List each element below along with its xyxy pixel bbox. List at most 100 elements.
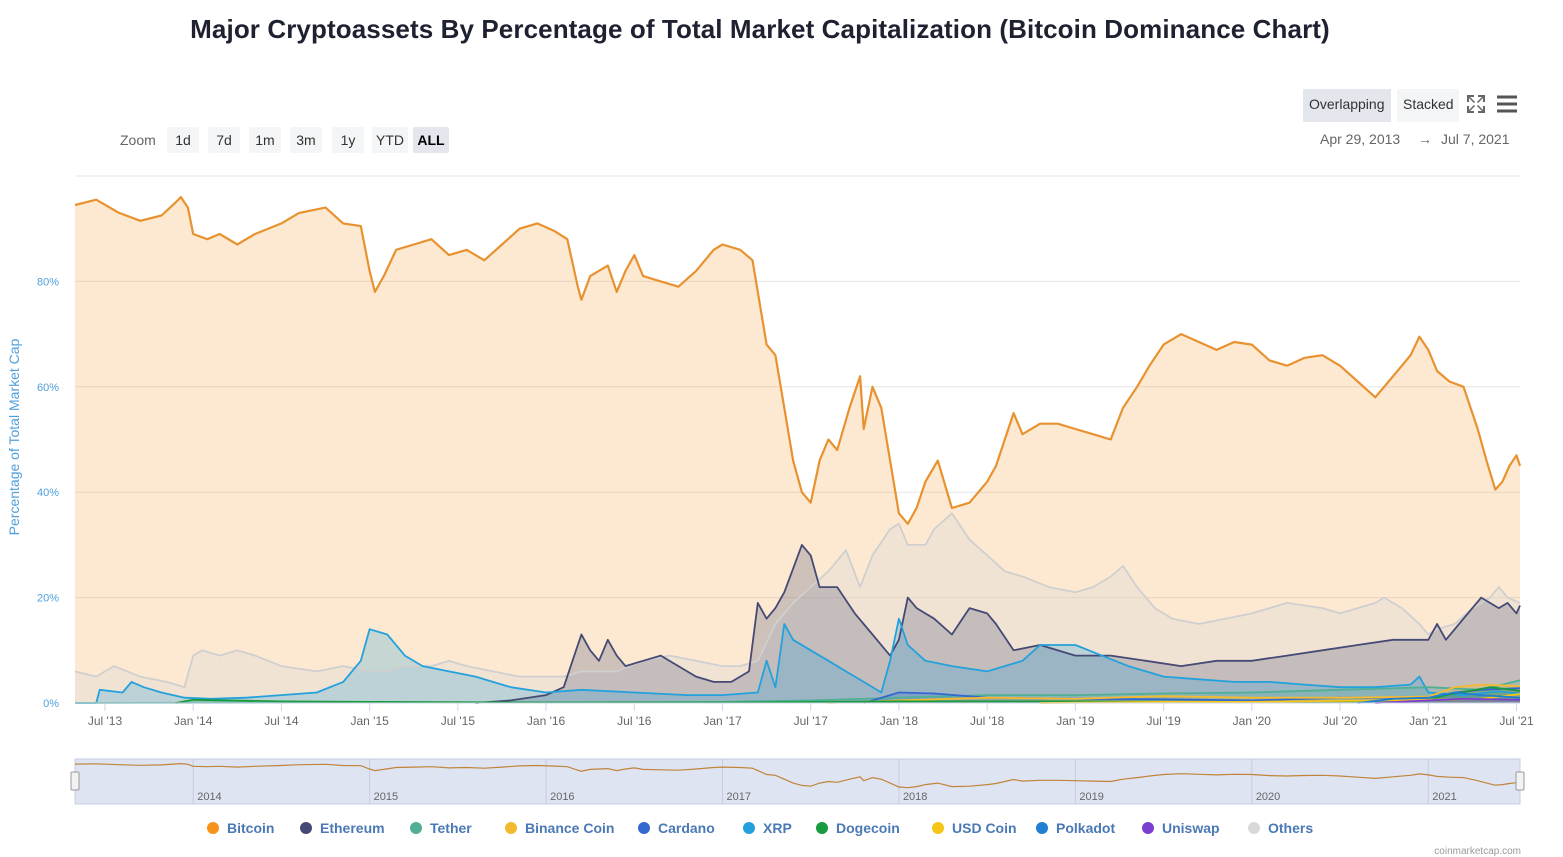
xrp-area [75, 618, 1520, 703]
range-from-date[interactable]: Apr 29, 2013 [1320, 131, 1401, 147]
zoom-1m-button[interactable]: 1m [249, 127, 281, 153]
y-tick-label: 0% [43, 698, 59, 710]
legend-item-ethereum[interactable]: Ethereum [300, 820, 385, 836]
zoom-7d-button[interactable]: 7d [208, 127, 240, 153]
legend-dot-icon [1142, 822, 1154, 834]
legend-item-bitcoin[interactable]: Bitcoin [207, 820, 274, 836]
source-credit: coinmarketcap.com [1434, 846, 1521, 857]
legend-dot-icon [743, 822, 755, 834]
uniswap-line[interactable] [1375, 697, 1521, 704]
xrp-line[interactable] [75, 617, 1521, 704]
chart-title: Major Cryptoassets By Percentage of Tota… [190, 14, 1330, 44]
x-tick-label: Jan '17 [703, 714, 742, 728]
navigator-year-label: 2017 [727, 791, 751, 803]
legend-item-xrp[interactable]: XRP [743, 820, 792, 836]
x-tick-label: Jul '19 [1146, 714, 1181, 728]
x-tick-label: Jul '13 [88, 714, 123, 728]
legend-label: Others [1268, 820, 1314, 836]
legend-label: XRP [763, 820, 792, 836]
legend-label: Uniswap [1162, 820, 1220, 836]
legend-label: USD Coin [952, 820, 1017, 836]
x-tick-label: Jan '15 [350, 714, 389, 728]
legend-dot-icon [638, 822, 650, 834]
navigator[interactable]: 2014 2015 2016 2017 2018 2019 2020 2021 [70, 758, 1525, 805]
legend-dot-icon [1248, 822, 1260, 834]
legend-item-binance-coin[interactable]: Binance Coin [505, 820, 614, 836]
y-tick-label: 40% [37, 487, 59, 499]
binance-coin-line[interactable] [828, 683, 1521, 704]
navigator-year-label: 2018 [903, 791, 927, 803]
navigator-year-label: 2016 [550, 791, 574, 803]
x-tick-label: Jul '14 [264, 714, 299, 728]
zoom-ytd-button[interactable]: YTD [372, 127, 408, 153]
y-tick-label: 20% [37, 593, 59, 605]
zoom-1y-button[interactable]: 1y [332, 127, 364, 153]
x-tick-label: Jul '18 [970, 714, 1005, 728]
legend: Bitcoin Ethereum Tether Binance Coin Cardano… [0, 820, 1563, 842]
others-line[interactable] [74, 512, 1521, 689]
zoom-label: Zoom [120, 132, 156, 148]
navigator-year-label: 2021 [1432, 791, 1456, 803]
navigator-year-label: 2020 [1256, 791, 1280, 803]
others-area [75, 513, 1520, 703]
navigator-year-label: 2015 [374, 791, 398, 803]
navigator-year-label: 2019 [1079, 791, 1103, 803]
y-tick-label: 80% [37, 276, 59, 288]
ethereum-area [475, 544, 1520, 703]
legend-label: Cardano [658, 820, 715, 836]
dominance-chart[interactable]: 0% 20% 40% 60% 80% Jul '13 Jan '14 Jul '14 Jan … [0, 0, 1563, 812]
legend-dot-icon [1036, 822, 1048, 834]
legend-label: Binance Coin [525, 820, 615, 836]
x-tick-label: Jan '18 [880, 714, 919, 728]
x-tick-label: Jul '17 [794, 714, 829, 728]
x-tick-label: Jan '16 [527, 714, 566, 728]
x-tick-label: Jan '20 [1233, 714, 1272, 728]
menu-icon[interactable] [1495, 92, 1519, 116]
x-tick-label: Jul '20 [1323, 714, 1358, 728]
x-tick-label: Jul '21 [1499, 714, 1534, 728]
navigator-left-handle[interactable] [70, 771, 80, 791]
x-tick-label: Jan '14 [174, 714, 213, 728]
legend-dot-icon [932, 822, 944, 834]
cardano-area [863, 688, 1520, 703]
stacked-toggle-button[interactable]: Stacked [1397, 89, 1459, 122]
legend-label: Bitcoin [227, 820, 275, 836]
x-tick-label: Jul '16 [617, 714, 652, 728]
ethereum-line[interactable] [475, 544, 1521, 704]
range-arrow: → [1418, 131, 1432, 147]
legend-dot-icon [300, 822, 312, 834]
x-tick-label: Jan '19 [1056, 714, 1095, 728]
legend-item-usd-coin[interactable]: USD Coin [932, 820, 1017, 836]
fullscreen-icon[interactable] [1464, 92, 1488, 116]
y-axis-label: Percentage of Total Market Cap [6, 338, 22, 535]
legend-label: Dogecoin [836, 820, 900, 836]
navigator-right-handle[interactable] [1515, 771, 1525, 791]
legend-item-others[interactable]: Others [1248, 820, 1313, 836]
navigator-selection[interactable] [74, 758, 1521, 805]
overlapping-toggle-button[interactable]: Overlapping [1303, 89, 1391, 122]
polkadot-line[interactable] [1357, 691, 1521, 704]
x-tick-label: Jan '21 [1409, 714, 1448, 728]
legend-dot-icon [816, 822, 828, 834]
legend-item-cardano[interactable]: Cardano [638, 820, 715, 836]
legend-label: Ethereum [320, 820, 385, 836]
bitcoin-area [75, 197, 1520, 703]
zoom-1d-button[interactable]: 1d [167, 127, 199, 153]
zoom-all-button[interactable]: ALL [413, 127, 449, 153]
x-tick-label: Jul '15 [441, 714, 476, 728]
legend-item-polkadot[interactable]: Polkadot [1036, 820, 1115, 836]
tether-area [75, 680, 1520, 703]
bitcoin-line[interactable] [74, 196, 1522, 525]
navigator-year-label: 2014 [197, 791, 221, 803]
range-to-date[interactable]: Jul 7, 2021 [1441, 131, 1510, 147]
legend-item-uniswap[interactable]: Uniswap [1142, 820, 1220, 836]
y-tick-label: 60% [37, 382, 59, 394]
zoom-3m-button[interactable]: 3m [290, 127, 322, 153]
legend-item-dogecoin[interactable]: Dogecoin [816, 820, 900, 836]
legend-label: Polkadot [1056, 820, 1116, 836]
legend-label: Tether [430, 820, 472, 836]
legend-dot-icon [505, 822, 517, 834]
legend-dot-icon [207, 822, 219, 834]
legend-dot-icon [410, 822, 422, 834]
legend-item-tether[interactable]: Tether [410, 820, 472, 836]
